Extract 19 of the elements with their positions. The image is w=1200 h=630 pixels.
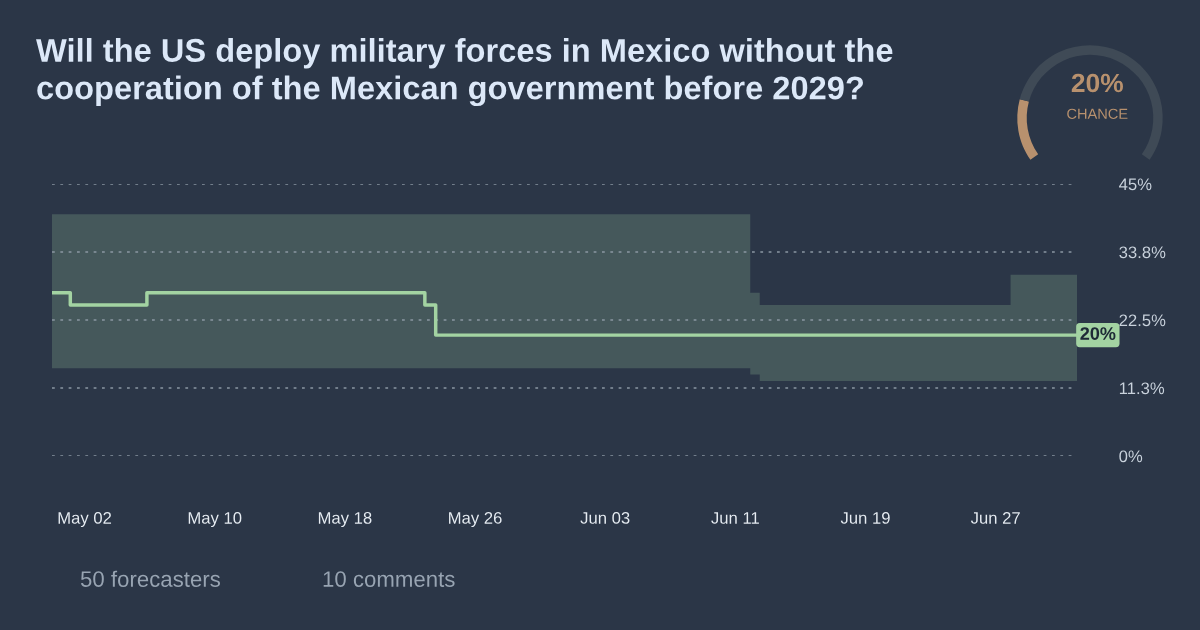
text: 50 forecasters — [80, 570, 221, 587]
x-tick-label: May 02 — [58, 512, 112, 528]
x-tick-label: May 26 — [449, 512, 502, 528]
x-tick-label: Jun 19 — [840, 512, 890, 524]
y-tick-label: 45% — [1119, 178, 1152, 191]
x-tick-label: Jun 11 — [711, 512, 759, 524]
y-tick-label: 22.5% — [1119, 314, 1166, 327]
y-tick-label: 33.8% — [1119, 246, 1166, 259]
x-tick-label: Jun 03 — [580, 512, 630, 524]
text: 10 comments — [323, 571, 455, 587]
text: CHANCE — [1067, 108, 1128, 120]
x-tick-label: Jun 27 — [970, 512, 1020, 524]
x-tick-label: May 10 — [188, 512, 242, 528]
chart-title: Will the US deploy military forces in Mexico without the cooperation of the Mexican government before 2029? — [36, 38, 893, 107]
y-tick-label: 0% — [1119, 450, 1143, 463]
y-tick-label: 11.3% — [1119, 382, 1165, 395]
x-tick-label: May 18 — [318, 512, 372, 528]
annotation: 20% — [1080, 327, 1116, 340]
text: 20% — [1071, 73, 1123, 93]
